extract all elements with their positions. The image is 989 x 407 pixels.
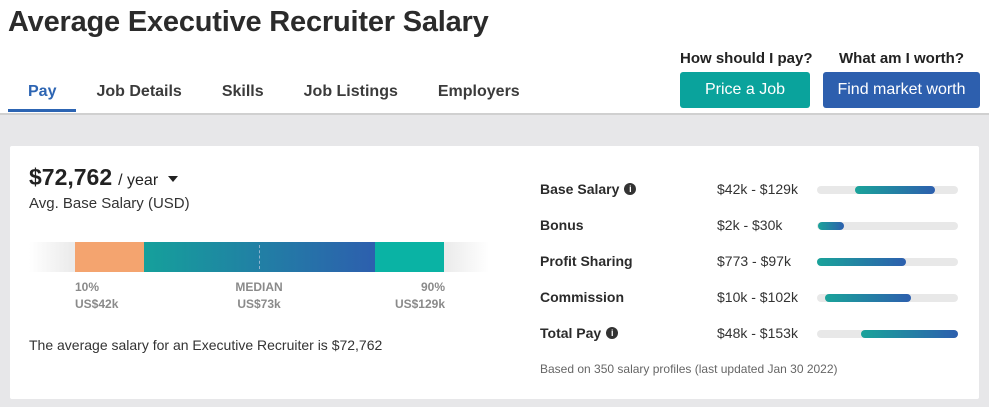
breakdown-row-commission: Commission $10k - $102k xyxy=(540,289,970,325)
info-icon[interactable]: i xyxy=(606,327,619,339)
market-worth-prompt: What am I worth? xyxy=(839,50,964,67)
header-divider xyxy=(0,113,989,115)
profit-sharing-track xyxy=(817,258,958,266)
page-title: Average Executive Recruiter Salary xyxy=(8,6,489,38)
tab-job-details[interactable]: Job Details xyxy=(96,83,182,100)
breakdown-label: Profit Sharing xyxy=(540,253,633,269)
range-segment-p90 xyxy=(375,242,444,272)
base-salary-track xyxy=(817,186,958,194)
price-job-group: How should I pay? Price a Job xyxy=(680,50,813,108)
info-icon[interactable]: i xyxy=(624,183,637,195)
range-segment-p10 xyxy=(75,242,144,272)
tab-bar: Pay Job Details Skills Job Listings Empl… xyxy=(8,76,540,112)
total-pay-track xyxy=(817,330,958,338)
salary-subtitle: Avg. Base Salary (USD) xyxy=(29,195,190,212)
tab-job-listings[interactable]: Job Listings xyxy=(303,83,398,100)
price-job-prompt: How should I pay? xyxy=(680,50,813,67)
bonus-label: Bonus xyxy=(540,217,584,233)
profit-sharing-fill xyxy=(817,258,906,266)
tab-employers[interactable]: Employers xyxy=(437,83,520,100)
p10-value: US$42k xyxy=(75,297,119,311)
percentile-90-label: 90% US$129k xyxy=(385,279,445,313)
bonus-fill xyxy=(818,222,844,230)
salary-card: $72,762 / year Avg. Base Salary (USD) 10… xyxy=(10,146,979,399)
profit-sharing-range: $773 - $97k xyxy=(717,253,791,269)
bonus-track xyxy=(817,222,958,230)
median-label: MEDIAN US$73k xyxy=(229,279,289,313)
commission-label: Commission xyxy=(540,289,625,305)
p90-label: 90% xyxy=(420,280,445,294)
breakdown-row-total-pay: Total Pay i $48k - $153k xyxy=(540,325,970,361)
page-header: Average Executive Recruiter Salary Pay J… xyxy=(0,0,989,115)
median-label-text: MEDIAN xyxy=(235,280,283,294)
base-salary-range: $42k - $129k xyxy=(717,181,798,197)
breakdown-row-bonus: Bonus $2k - $30k xyxy=(540,217,970,253)
average-salary-amount: $72,762 xyxy=(29,164,113,190)
breakdown-label: Base Salary i xyxy=(540,181,637,197)
percentile-10-label: 10% US$42k xyxy=(75,279,118,313)
p90-value: US$129k xyxy=(394,297,445,311)
breakdown-label: Total Pay i xyxy=(540,325,619,341)
commission-track xyxy=(817,294,958,302)
p10-label: 10% xyxy=(75,280,100,294)
salary-summary-sentence: The average salary for an Executive Recr… xyxy=(29,337,383,353)
median-marker xyxy=(259,245,260,269)
profit-sharing-label: Profit Sharing xyxy=(540,253,633,269)
salary-range-bar xyxy=(29,242,489,272)
pay-breakdown: Base Salary i $42k - $129k Bonus $2k - $… xyxy=(540,181,970,361)
tab-pay[interactable]: Pay xyxy=(8,76,77,112)
total-pay-label: Total Pay xyxy=(540,325,602,341)
salary-headline: $72,762 / year xyxy=(29,164,179,191)
base-salary-label: Base Salary xyxy=(540,181,620,197)
commission-range: $10k - $102k xyxy=(717,289,798,305)
breakdown-label: Commission xyxy=(540,289,624,305)
find-market-worth-button[interactable]: Find market worth xyxy=(823,72,980,108)
chevron-down-icon[interactable] xyxy=(168,176,179,182)
bonus-range: $2k - $30k xyxy=(717,217,783,233)
base-salary-fill xyxy=(855,186,936,194)
price-a-job-button[interactable]: Price a Job xyxy=(680,72,810,108)
commission-fill xyxy=(825,294,912,302)
market-worth-group: What am I worth? Find market worth xyxy=(823,50,980,108)
median-value: US$73k xyxy=(237,297,281,311)
tab-skills[interactable]: Skills xyxy=(221,83,264,100)
total-pay-range: $48k - $153k xyxy=(717,325,798,341)
data-footnote: Based on 350 salary profiles (last updat… xyxy=(540,362,838,376)
breakdown-label: Bonus xyxy=(540,217,584,233)
breakdown-row-base-salary: Base Salary i $42k - $129k xyxy=(540,181,970,217)
total-pay-fill xyxy=(860,330,958,338)
salary-period: / year xyxy=(118,172,159,189)
breakdown-row-profit-sharing: Profit Sharing $773 - $97k xyxy=(540,253,970,289)
